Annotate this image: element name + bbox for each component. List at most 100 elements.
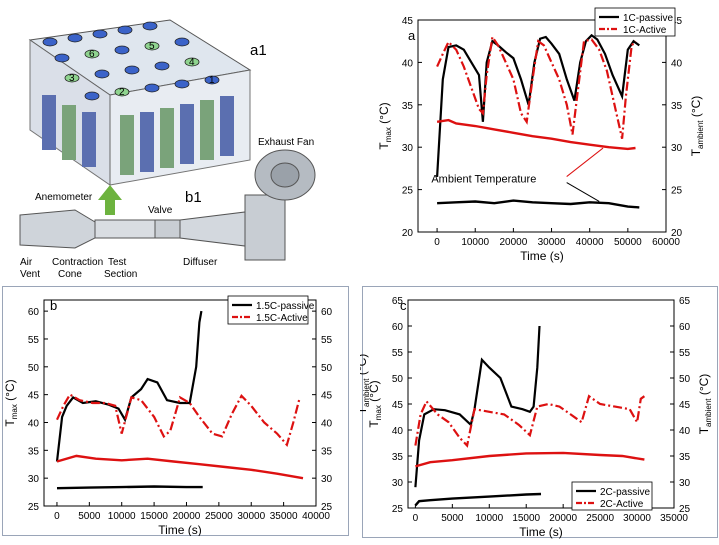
y2-tick-label-c: 50 <box>679 374 691 385</box>
series-line-a-2 <box>436 118 636 151</box>
valve <box>154 219 181 239</box>
x-axis-label-c: Time (s) <box>519 525 563 539</box>
x-tick-label-a: 60000 <box>652 237 680 248</box>
y2-tick-label-c: 45 <box>679 400 691 411</box>
x-tick-label-b: 20000 <box>173 511 201 522</box>
y-tick-label-b: 40 <box>28 418 40 429</box>
series-line-b-3 <box>56 485 203 490</box>
y-tick-label-b: 25 <box>28 502 40 513</box>
x-tick-label-b: 30000 <box>237 511 265 522</box>
y-tick-label-b: 45 <box>28 391 40 402</box>
series-line-b-2 <box>56 454 304 480</box>
y-tick-label-b: 50 <box>28 363 40 374</box>
battery-cylinders <box>42 95 234 175</box>
legend-label-a-0: 1C-passive <box>623 13 673 24</box>
legend-label-a-1: 1C-Active <box>623 25 667 36</box>
cell-numbers: 6 5 3 4 2 1 <box>69 41 215 98</box>
panel-label-b1: b1 <box>185 189 202 206</box>
fan-housing <box>244 194 286 261</box>
panel-label-b: b <box>50 298 57 313</box>
legend-box-c <box>571 481 653 511</box>
legend-box-a <box>594 7 676 37</box>
x-tick-label-b: 25000 <box>205 511 233 522</box>
annotation-arrow-red <box>566 147 604 177</box>
plot-frame-a <box>417 19 667 233</box>
y-tick-label-b: 35 <box>28 446 40 457</box>
x-tick-label-b: 0 <box>54 511 60 522</box>
y-axis-label-a: Tmax (°C) <box>377 102 393 149</box>
y2-tick-label-b: 25 <box>321 502 333 513</box>
y2-axis-label-c: Tambient (°C) <box>697 374 713 435</box>
y2-tick-label-b: 30 <box>321 474 333 485</box>
cell-number-5: 5 <box>149 41 155 52</box>
y-axis-label-c: Tmax (°C) <box>367 380 383 427</box>
label-air: Air <box>20 257 33 268</box>
svg-text:Tambient (°C): Tambient (°C) <box>360 354 371 415</box>
y-tick-label-b: 60 <box>28 307 40 318</box>
y-axis-label-overlap-c: Tambient (°C) <box>355 354 371 415</box>
cell-number-3: 3 <box>69 73 75 84</box>
y2-tick-label-a: 25 <box>671 186 683 197</box>
y2-tick-label-c: 25 <box>679 504 691 515</box>
label-cone: Cone <box>58 269 82 280</box>
y-tick-label-a: 20 <box>402 228 414 239</box>
y2-tick-label-c: 40 <box>679 426 691 437</box>
rig-drawing: 6 5 3 4 2 1 Anemometer Air Vent Contract… <box>19 19 316 280</box>
y2-tick-label-b: 35 <box>321 446 333 457</box>
legend-label-c-0: 2C-passive <box>600 487 650 498</box>
x-tick-label-b: 15000 <box>140 511 168 522</box>
y2-tick-label-b: 45 <box>321 391 333 402</box>
label-anemometer: Anemometer <box>35 192 93 203</box>
x-tick-label-c: 35000 <box>660 513 688 524</box>
chart-panel-c: 0 5000 10000 15000 20000 25000 30000 35000 25 25 3… <box>355 286 719 540</box>
y2-tick-label-a: 20 <box>671 228 683 239</box>
x-tick-label-b: 35000 <box>270 511 298 522</box>
x-tick-label-c: 10000 <box>475 513 503 524</box>
series-line-c-1 <box>414 394 646 448</box>
plot-frame-b <box>43 299 317 507</box>
y2-tick-label-b: 50 <box>321 363 333 374</box>
panel-label-c: c <box>400 298 407 313</box>
lid-holes <box>42 21 220 101</box>
label-section: Section <box>104 269 137 280</box>
cell-number-1: 1 <box>209 75 215 86</box>
label-vent: Vent <box>20 269 40 280</box>
chart-panel-a: 0 10000 20000 30000 40000 50000 60000 20 20 25 25 3… <box>350 0 719 270</box>
x-tick-label-b: 10000 <box>108 511 136 522</box>
x-axis-label-b: Time (s) <box>158 523 202 536</box>
y2-tick-label-a: 40 <box>671 58 683 69</box>
svg-text:Tambient (°C): Tambient (°C) <box>697 374 713 435</box>
y-tick-label-a: 25 <box>402 186 414 197</box>
y2-tick-label-c: 65 <box>679 296 691 307</box>
y-tick-label-c: 60 <box>392 322 404 333</box>
x-axis-label-a: Time (s) <box>520 249 564 263</box>
label-exhaust-fan: Exhaust Fan <box>258 137 314 148</box>
svg-text:Tambient (°C): Tambient (°C) <box>689 96 705 157</box>
x-tick-label-a: 0 <box>434 237 440 248</box>
y2-tick-label-a: 30 <box>671 143 683 154</box>
cell-number-2: 2 <box>119 87 125 98</box>
y-tick-label-c: 35 <box>392 452 404 463</box>
chart-b-svg: 0 5000 10000 15000 20000 25000 30000 35000 40000… <box>3 295 333 537</box>
y-tick-label-c: 55 <box>392 348 404 359</box>
svg-text:Tmax (°C): Tmax (°C) <box>3 379 19 426</box>
y2-tick-label-c: 55 <box>679 348 691 359</box>
flow-arrow <box>98 185 122 215</box>
series-line-a-1 <box>436 34 637 139</box>
label-valve: Valve <box>148 205 173 216</box>
y2-tick-label-b: 60 <box>321 307 333 318</box>
series-line-b-0 <box>55 310 203 462</box>
panel-label-a: a <box>408 28 416 43</box>
y-axis-label-b: Tmax (°C) <box>3 379 19 426</box>
y2-tick-label-a: 35 <box>671 101 683 112</box>
chart-panel-b: 0 5000 10000 15000 20000 25000 30000 35000 40000… <box>0 286 350 537</box>
x-tick-label-c: 20000 <box>549 513 577 524</box>
y2-tick-label-c: 60 <box>679 322 691 333</box>
y-tick-label-c: 65 <box>392 296 404 307</box>
test-section <box>94 219 156 239</box>
x-tick-label-b: 40000 <box>302 511 330 522</box>
x-tick-label-b: 5000 <box>78 511 101 522</box>
